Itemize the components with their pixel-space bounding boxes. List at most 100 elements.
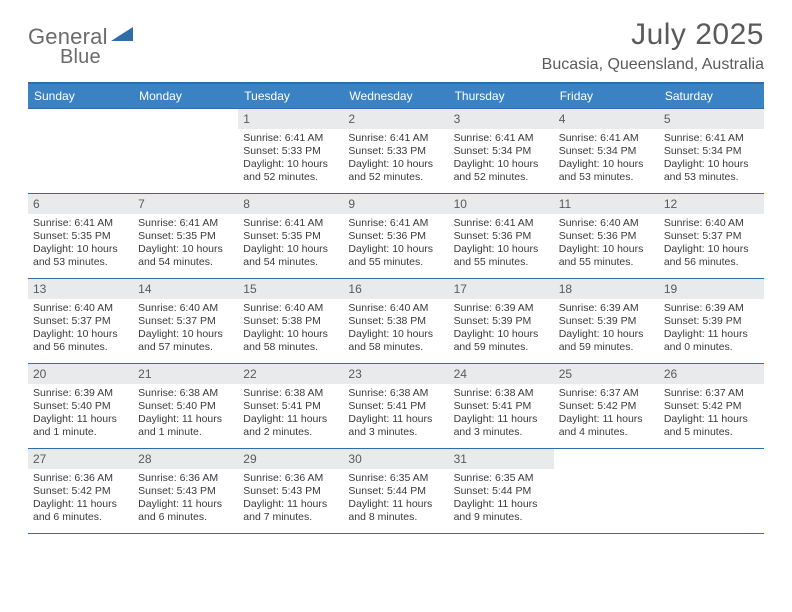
- sunset-text: Sunset: 5:41 PM: [243, 400, 338, 413]
- day-body: Sunrise: 6:36 AMSunset: 5:42 PMDaylight:…: [28, 469, 133, 529]
- sunrise-text: Sunrise: 6:38 AM: [138, 387, 233, 400]
- day-number: 20: [28, 364, 133, 384]
- day-cell: 6Sunrise: 6:41 AMSunset: 5:35 PMDaylight…: [28, 194, 133, 278]
- day-number: 2: [343, 109, 448, 129]
- day-number: 10: [449, 194, 554, 214]
- calendar-page: General Blue July 2025 Bucasia, Queensla…: [0, 0, 792, 534]
- sunset-text: Sunset: 5:43 PM: [243, 485, 338, 498]
- sunrise-text: Sunrise: 6:40 AM: [348, 302, 443, 315]
- day-body: Sunrise: 6:41 AMSunset: 5:33 PMDaylight:…: [238, 129, 343, 189]
- day-cell: 28Sunrise: 6:36 AMSunset: 5:43 PMDayligh…: [133, 449, 238, 533]
- dow-saturday: Saturday: [659, 84, 764, 108]
- location-subtitle: Bucasia, Queensland, Australia: [542, 56, 764, 74]
- daylight-text: Daylight: 11 hours and 5 minutes.: [664, 413, 759, 439]
- day-number: 22: [238, 364, 343, 384]
- sunrise-text: Sunrise: 6:39 AM: [559, 302, 654, 315]
- sunrise-text: Sunrise: 6:41 AM: [138, 217, 233, 230]
- daylight-text: Daylight: 11 hours and 2 minutes.: [243, 413, 338, 439]
- day-cell: [28, 109, 133, 193]
- sunrise-text: Sunrise: 6:36 AM: [243, 472, 338, 485]
- sunset-text: Sunset: 5:33 PM: [348, 145, 443, 158]
- day-number: 3: [449, 109, 554, 129]
- day-number: 16: [343, 279, 448, 299]
- sunrise-text: Sunrise: 6:41 AM: [243, 132, 338, 145]
- day-body: Sunrise: 6:37 AMSunset: 5:42 PMDaylight:…: [554, 384, 659, 444]
- day-number: 14: [133, 279, 238, 299]
- dow-tuesday: Tuesday: [238, 84, 343, 108]
- day-body: Sunrise: 6:41 AMSunset: 5:34 PMDaylight:…: [449, 129, 554, 189]
- brand-triangle-icon: [111, 27, 133, 41]
- sunrise-text: Sunrise: 6:40 AM: [138, 302, 233, 315]
- day-cell: 11Sunrise: 6:40 AMSunset: 5:36 PMDayligh…: [554, 194, 659, 278]
- sunrise-text: Sunrise: 6:41 AM: [348, 217, 443, 230]
- sunrise-text: Sunrise: 6:41 AM: [559, 132, 654, 145]
- day-cell: 20Sunrise: 6:39 AMSunset: 5:40 PMDayligh…: [28, 364, 133, 448]
- daylight-text: Daylight: 10 hours and 59 minutes.: [454, 328, 549, 354]
- daylight-text: Daylight: 11 hours and 3 minutes.: [454, 413, 549, 439]
- day-number: 5: [659, 109, 764, 129]
- day-number: 23: [343, 364, 448, 384]
- calendar-grid: Sunday Monday Tuesday Wednesday Thursday…: [28, 82, 764, 534]
- day-body: Sunrise: 6:38 AMSunset: 5:41 PMDaylight:…: [343, 384, 448, 444]
- day-number: 27: [28, 449, 133, 469]
- day-body: Sunrise: 6:36 AMSunset: 5:43 PMDaylight:…: [133, 469, 238, 529]
- sunrise-text: Sunrise: 6:40 AM: [33, 302, 128, 315]
- week-row: 13Sunrise: 6:40 AMSunset: 5:37 PMDayligh…: [28, 278, 764, 363]
- day-number: 17: [449, 279, 554, 299]
- day-body: Sunrise: 6:37 AMSunset: 5:42 PMDaylight:…: [659, 384, 764, 444]
- dow-wednesday: Wednesday: [343, 84, 448, 108]
- day-number: 12: [659, 194, 764, 214]
- day-number: 4: [554, 109, 659, 129]
- day-cell: 31Sunrise: 6:35 AMSunset: 5:44 PMDayligh…: [449, 449, 554, 533]
- sunrise-text: Sunrise: 6:39 AM: [33, 387, 128, 400]
- daylight-text: Daylight: 11 hours and 6 minutes.: [138, 498, 233, 524]
- day-body: Sunrise: 6:39 AMSunset: 5:39 PMDaylight:…: [449, 299, 554, 359]
- sunset-text: Sunset: 5:34 PM: [454, 145, 549, 158]
- sunset-text: Sunset: 5:39 PM: [454, 315, 549, 328]
- sunrise-text: Sunrise: 6:41 AM: [348, 132, 443, 145]
- daylight-text: Daylight: 10 hours and 55 minutes.: [454, 243, 549, 269]
- sunrise-text: Sunrise: 6:40 AM: [664, 217, 759, 230]
- daylight-text: Daylight: 10 hours and 56 minutes.: [33, 328, 128, 354]
- day-cell: 23Sunrise: 6:38 AMSunset: 5:41 PMDayligh…: [343, 364, 448, 448]
- sunset-text: Sunset: 5:42 PM: [559, 400, 654, 413]
- title-block: July 2025 Bucasia, Queensland, Australia: [542, 18, 764, 74]
- day-cell: 1Sunrise: 6:41 AMSunset: 5:33 PMDaylight…: [238, 109, 343, 193]
- daylight-text: Daylight: 10 hours and 55 minutes.: [559, 243, 654, 269]
- day-body: Sunrise: 6:39 AMSunset: 5:39 PMDaylight:…: [554, 299, 659, 359]
- sunset-text: Sunset: 5:36 PM: [348, 230, 443, 243]
- sunrise-text: Sunrise: 6:41 AM: [454, 217, 549, 230]
- daylight-text: Daylight: 11 hours and 4 minutes.: [559, 413, 654, 439]
- sunrise-text: Sunrise: 6:39 AM: [454, 302, 549, 315]
- day-number: 1: [238, 109, 343, 129]
- daylight-text: Daylight: 10 hours and 58 minutes.: [243, 328, 338, 354]
- sunset-text: Sunset: 5:38 PM: [348, 315, 443, 328]
- sunrise-text: Sunrise: 6:37 AM: [664, 387, 759, 400]
- day-body: Sunrise: 6:41 AMSunset: 5:35 PMDaylight:…: [133, 214, 238, 274]
- day-body: Sunrise: 6:40 AMSunset: 5:38 PMDaylight:…: [238, 299, 343, 359]
- dow-friday: Friday: [554, 84, 659, 108]
- dow-monday: Monday: [133, 84, 238, 108]
- daylight-text: Daylight: 10 hours and 57 minutes.: [138, 328, 233, 354]
- sunset-text: Sunset: 5:40 PM: [33, 400, 128, 413]
- day-cell: 22Sunrise: 6:38 AMSunset: 5:41 PMDayligh…: [238, 364, 343, 448]
- day-body: Sunrise: 6:41 AMSunset: 5:35 PMDaylight:…: [28, 214, 133, 274]
- daylight-text: Daylight: 11 hours and 7 minutes.: [243, 498, 338, 524]
- week-row: 6Sunrise: 6:41 AMSunset: 5:35 PMDaylight…: [28, 193, 764, 278]
- day-number: 9: [343, 194, 448, 214]
- day-cell: 16Sunrise: 6:40 AMSunset: 5:38 PMDayligh…: [343, 279, 448, 363]
- day-body: Sunrise: 6:41 AMSunset: 5:36 PMDaylight:…: [449, 214, 554, 274]
- day-number: 24: [449, 364, 554, 384]
- day-cell: 26Sunrise: 6:37 AMSunset: 5:42 PMDayligh…: [659, 364, 764, 448]
- daylight-text: Daylight: 10 hours and 53 minutes.: [664, 158, 759, 184]
- day-cell: 10Sunrise: 6:41 AMSunset: 5:36 PMDayligh…: [449, 194, 554, 278]
- sunrise-text: Sunrise: 6:41 AM: [243, 217, 338, 230]
- sunrise-text: Sunrise: 6:38 AM: [454, 387, 549, 400]
- brand-word2: Blue: [60, 46, 101, 69]
- sunset-text: Sunset: 5:40 PM: [138, 400, 233, 413]
- sunset-text: Sunset: 5:42 PM: [664, 400, 759, 413]
- weeks-container: 1Sunrise: 6:41 AMSunset: 5:33 PMDaylight…: [28, 108, 764, 534]
- day-body: Sunrise: 6:40 AMSunset: 5:36 PMDaylight:…: [554, 214, 659, 274]
- day-body: Sunrise: 6:41 AMSunset: 5:33 PMDaylight:…: [343, 129, 448, 189]
- day-body: Sunrise: 6:38 AMSunset: 5:41 PMDaylight:…: [238, 384, 343, 444]
